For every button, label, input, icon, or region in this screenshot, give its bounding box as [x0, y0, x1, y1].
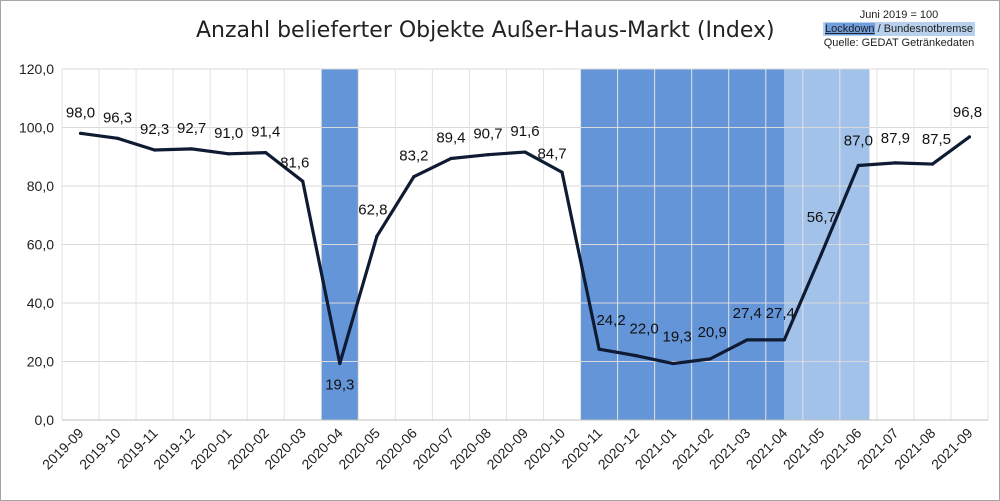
data-point	[634, 354, 638, 358]
data-point	[560, 170, 564, 174]
chart-title: Anzahl belieferter Objekte Außer-Haus-Ma…	[196, 18, 775, 43]
data-point	[375, 234, 379, 238]
data-label: 24,2	[596, 312, 625, 329]
data-point	[338, 361, 342, 366]
data-point	[78, 131, 83, 135]
data-label: 91,0	[214, 125, 243, 142]
x-tick-label: 2019-10	[76, 425, 124, 473]
data-point	[412, 175, 416, 179]
data-label: 92,3	[140, 121, 169, 138]
data-label: 87,5	[922, 131, 951, 148]
data-point	[893, 161, 898, 165]
data-label: 90,7	[473, 126, 502, 143]
data-point	[930, 162, 935, 166]
source-note: Quelle: GEDAT Getränkedaten	[823, 37, 975, 49]
data-label: 91,4	[251, 124, 280, 141]
data-label: 84,7	[537, 145, 566, 162]
data-label: 19,3	[325, 377, 354, 394]
data-point	[301, 179, 305, 183]
data-point	[153, 148, 157, 152]
data-point	[486, 153, 490, 157]
data-label: 87,9	[881, 130, 910, 147]
data-point	[597, 347, 601, 351]
data-point	[856, 163, 860, 168]
data-label: 56,7	[807, 209, 836, 226]
x-tick-label: 2021-09	[928, 425, 976, 473]
data-label: 62,8	[358, 201, 387, 218]
legend-separator: /	[874, 23, 884, 35]
data-label: 27,4	[766, 305, 795, 322]
y-tick-label: 60,0	[27, 237, 54, 253]
data-point	[708, 357, 712, 361]
data-point	[449, 156, 453, 161]
data-point	[967, 135, 972, 139]
y-tick-label: 80,0	[27, 178, 54, 194]
data-label: 83,2	[399, 148, 428, 165]
x-tick-label: 2020-10	[521, 425, 569, 473]
data-label: 96,8	[953, 104, 982, 121]
lockdown-legend-label: Lockdown	[825, 23, 875, 35]
chart-note: Juni 2019 = 100 Lockdown / Bundesnotbrem…	[814, 8, 984, 50]
data-point	[782, 338, 786, 342]
data-label: 91,6	[510, 123, 539, 140]
y-tick-label: 120,0	[19, 61, 54, 77]
data-point	[523, 150, 527, 154]
data-label: 27,4	[733, 305, 762, 322]
base-note: Juni 2019 = 100	[859, 9, 939, 21]
data-label: 92,7	[177, 120, 206, 137]
data-label: 98,0	[66, 104, 95, 121]
data-point	[671, 361, 675, 366]
data-label: 20,9	[698, 324, 727, 341]
data-point	[115, 136, 120, 140]
data-label: 19,3	[663, 329, 692, 346]
y-tick-label: 100,0	[19, 120, 54, 136]
data-label: 87,0	[844, 133, 873, 150]
data-point	[745, 338, 749, 342]
data-label: 81,6	[280, 154, 309, 171]
y-tick-label: 20,0	[27, 354, 54, 370]
y-tick-label: 40,0	[27, 295, 54, 311]
data-label: 22,0	[630, 321, 659, 338]
data-point	[819, 252, 823, 256]
data-label: 96,3	[103, 109, 132, 126]
data-point	[190, 147, 194, 151]
y-tick-label: 0,0	[35, 412, 55, 428]
lockdown-legend: Lockdown / Bundesnotbremse	[823, 22, 975, 36]
data-point	[227, 152, 231, 156]
data-point	[264, 151, 268, 155]
bundesnotbremse-legend-label: Bundesnotbremse	[883, 23, 973, 35]
data-label: 89,4	[436, 130, 465, 147]
